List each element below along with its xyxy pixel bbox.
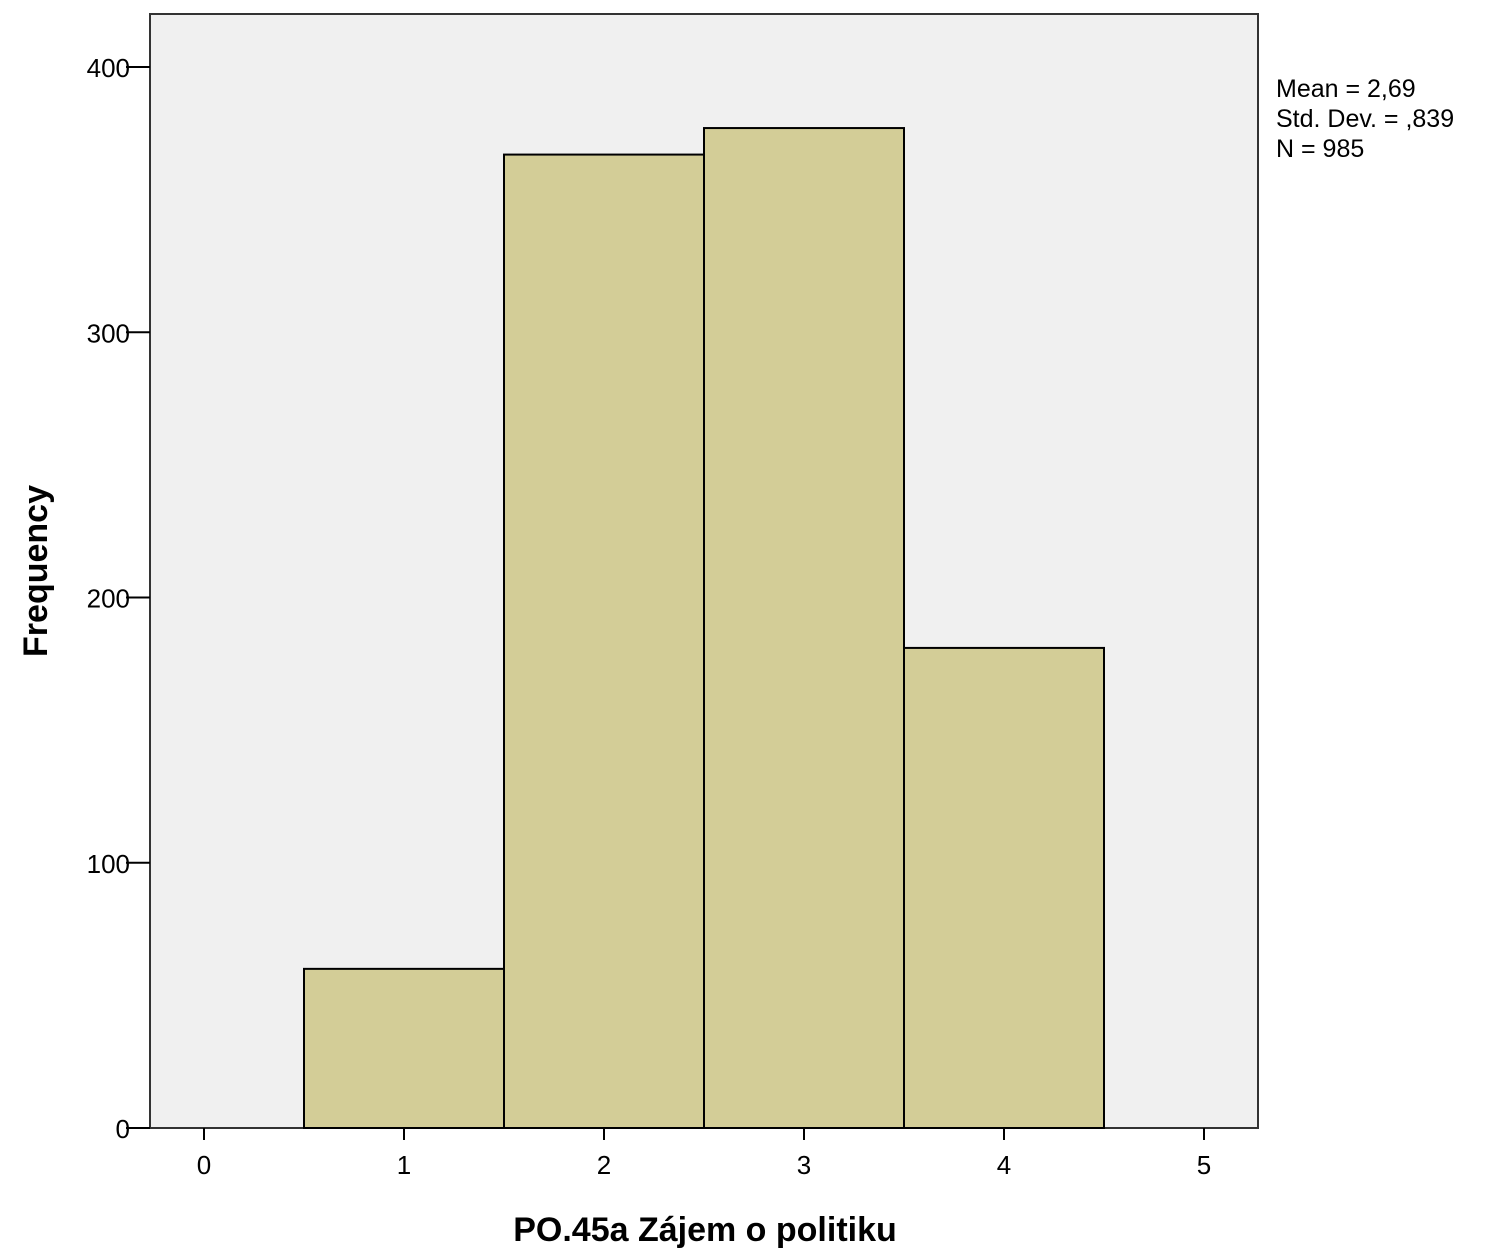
y-tick-label: 100 — [87, 849, 130, 879]
histogram-bar-3 — [703, 127, 905, 1130]
x-tick-label: 5 — [1197, 1150, 1211, 1180]
y-axis-ticks: 0 100 200 300 400 — [87, 53, 150, 1144]
bars-layer — [303, 127, 1105, 1130]
histogram-bar-1 — [303, 967, 505, 1129]
histogram-bar-4 — [903, 646, 1105, 1130]
y-tick-label: 200 — [87, 584, 130, 614]
x-tick-label: 0 — [197, 1150, 211, 1180]
stats-mean: Mean = 2,69 — [1276, 75, 1416, 103]
y-tick-label: 300 — [87, 318, 130, 348]
stats-std-dev: Std. Dev. = ,839 — [1276, 105, 1454, 133]
x-tick-label: 1 — [397, 1150, 411, 1180]
y-axis-title: Frequency — [17, 485, 55, 657]
histogram-bar-2 — [503, 153, 705, 1130]
stats-box: Mean = 2,69 Std. Dev. = ,839 N = 985 — [1276, 75, 1454, 163]
y-tick-label: 0 — [116, 1114, 130, 1144]
y-tick-label: 400 — [87, 53, 130, 83]
x-axis-ticks: 0 1 2 3 4 5 — [197, 1128, 1211, 1180]
x-tick-label: 2 — [597, 1150, 611, 1180]
x-tick-label: 4 — [997, 1150, 1011, 1180]
x-tick-label: 3 — [797, 1150, 811, 1180]
x-axis-title: PO.45a Zájem o politiku — [513, 1211, 897, 1249]
stats-n: N = 985 — [1276, 135, 1364, 163]
